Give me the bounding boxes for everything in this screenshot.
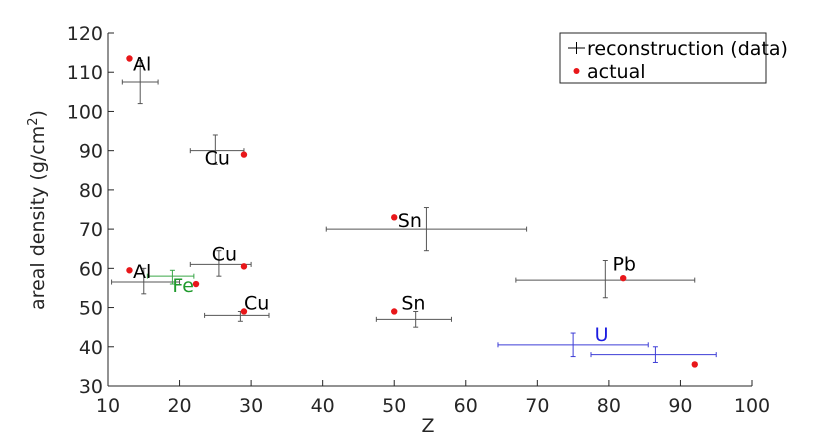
actual-point	[240, 308, 248, 315]
point-label: Al	[133, 53, 151, 75]
actual-point	[126, 55, 133, 62]
y-tick-label: 50	[79, 298, 103, 320]
legend-label-actual: actual	[587, 61, 646, 83]
point-label: Pb	[612, 253, 636, 275]
x-tick-label: 10	[96, 395, 120, 417]
actual-point	[240, 151, 248, 158]
actual-point	[192, 280, 200, 288]
reconstruction-point	[146, 269, 195, 285]
y-tick-label: 120	[67, 23, 103, 45]
reconstruction-point	[189, 250, 252, 277]
error-bar-layer	[111, 59, 717, 363]
reconstruction-point	[111, 267, 181, 295]
legend-errorbar-marker	[568, 42, 585, 54]
point-label: Sn	[401, 293, 425, 315]
x-tick-label: 90	[668, 395, 692, 417]
reconstruction-point	[515, 259, 696, 299]
x-tick-label: 70	[525, 395, 549, 417]
y-axis-title-main: areal density (g/cm	[27, 126, 49, 310]
axis-layer: 10 20 30 40 50 60 70 80 90 100 30 40 50 60 70 80 90 100 11…	[67, 23, 770, 417]
x-tick-label: 100	[734, 395, 770, 417]
y-tick-label: 110	[67, 62, 103, 84]
point-label: Fe	[172, 275, 194, 297]
y-axis-title-tail: )	[27, 110, 49, 117]
y-tick-label: 60	[79, 258, 103, 280]
y-axis-title-sup: 2	[26, 117, 41, 125]
point-label: Cu	[244, 293, 269, 315]
reconstruction-point	[325, 207, 528, 252]
x-tick-label: 50	[382, 395, 406, 417]
x-tick-label: 20	[167, 395, 191, 417]
actual-point	[691, 361, 698, 368]
point-label-layer: Al Cu Sn Al Cu Fe Cu Sn Pb U	[133, 53, 636, 346]
reconstruction-point	[375, 310, 452, 328]
legend: reconstruction (data) actual	[559, 32, 788, 84]
point-label: Al	[133, 261, 151, 283]
actual-point-layer	[126, 55, 698, 368]
point-label: U	[595, 324, 609, 346]
legend-dot-marker	[573, 68, 580, 74]
reconstruction-point	[121, 59, 159, 105]
x-tick-label: 60	[454, 395, 478, 417]
x-tick-label: 40	[311, 395, 335, 417]
y-tick-label: 90	[79, 141, 103, 163]
y-tick-label: 100	[67, 101, 103, 123]
reconstruction-point	[497, 332, 649, 358]
point-label: Cu	[212, 243, 237, 265]
reconstruction-point	[590, 346, 717, 363]
actual-point	[620, 274, 627, 282]
actual-point	[391, 308, 398, 315]
actual-point	[240, 263, 248, 270]
y-axis-title: areal density (g/cm2)	[26, 110, 49, 310]
y-tick-label: 80	[79, 180, 103, 202]
reconstruction-point	[189, 134, 245, 165]
x-tick-label: 80	[597, 395, 621, 417]
x-axis-title: Z	[421, 415, 434, 437]
actual-point	[391, 214, 398, 221]
y-tick-label: 30	[79, 376, 103, 398]
legend-box	[559, 32, 767, 84]
point-label: Sn	[398, 210, 422, 232]
y-tick-label: 40	[79, 337, 103, 359]
point-label: Cu	[205, 147, 230, 169]
x-tick-label: 30	[239, 395, 263, 417]
legend-label-reconstruction: reconstruction (data)	[587, 38, 788, 60]
actual-point	[126, 267, 133, 274]
y-tick-label: 70	[79, 219, 103, 241]
